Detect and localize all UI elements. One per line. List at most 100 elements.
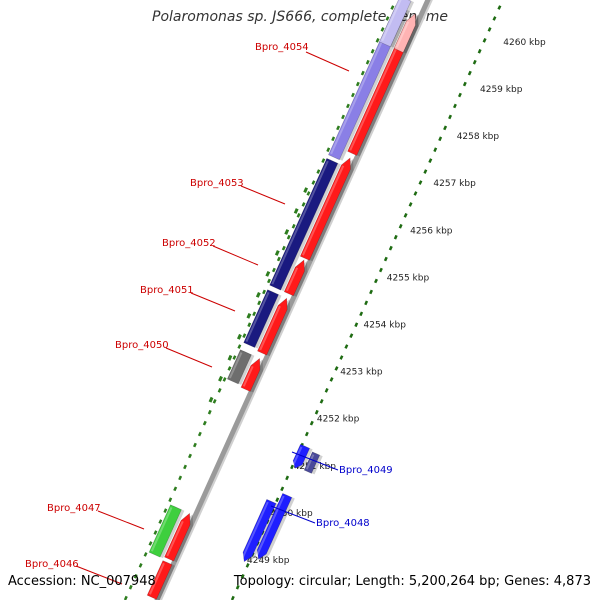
cds-red-bottom bbox=[146, 560, 173, 600]
cds-blue-4048b bbox=[256, 493, 293, 560]
tick-dot bbox=[385, 16, 390, 21]
ruler-tick-label: 4249 kbp bbox=[247, 556, 290, 566]
tick-dot bbox=[291, 223, 296, 229]
cds-red-4054-highlight bbox=[349, 21, 410, 151]
tick-dot bbox=[403, 213, 408, 218]
tick-dot bbox=[379, 267, 383, 273]
tick-dot bbox=[321, 158, 326, 163]
cds-red-4052 bbox=[283, 259, 305, 297]
forward-tick-track bbox=[123, 5, 395, 600]
tick-dot bbox=[193, 442, 197, 448]
ruler-tick-label: 4253 kbp bbox=[340, 368, 383, 378]
tick-dot bbox=[319, 399, 324, 404]
tick-dot bbox=[153, 530, 158, 535]
gene-label-bpro_4046: Bpro_4046 bbox=[25, 559, 123, 585]
cds-slate-4049b-highlight bbox=[305, 454, 315, 470]
ruler-tick-label: 4258 kbp bbox=[457, 132, 500, 142]
tick-dot bbox=[202, 420, 207, 426]
tick-dot bbox=[296, 213, 301, 218]
tick-dot bbox=[303, 187, 308, 193]
tick-dot bbox=[354, 322, 359, 328]
ruler-tick-label: 4256 kbp bbox=[410, 226, 453, 236]
tick-dot bbox=[257, 300, 262, 306]
tick-dot bbox=[339, 355, 344, 360]
tick-dot bbox=[355, 81, 360, 87]
tick-dot bbox=[329, 377, 334, 382]
tick-dot bbox=[188, 453, 192, 459]
gene-label-bpro_4050: Bpro_4050 bbox=[115, 340, 213, 368]
tick-dot bbox=[309, 420, 314, 426]
leader-line bbox=[270, 505, 316, 524]
tick-dot bbox=[163, 508, 168, 513]
tick-dot bbox=[280, 486, 285, 492]
tick-dot bbox=[128, 584, 133, 590]
tick-dot bbox=[168, 497, 173, 503]
ruler-tick-label: 4259 kbp bbox=[480, 85, 523, 95]
tick-dot bbox=[301, 202, 306, 207]
tick-dot bbox=[458, 92, 462, 98]
gene-label-bpro_4053: Bpro_4053 bbox=[190, 178, 286, 205]
tick-dot bbox=[369, 289, 373, 295]
gene-label-text: Bpro_4046 bbox=[25, 559, 79, 570]
gene-label-text: Bpro_4049 bbox=[339, 465, 393, 476]
leader-line bbox=[165, 347, 213, 368]
tick-dot bbox=[316, 169, 321, 174]
tick-dot bbox=[275, 497, 280, 503]
tick-dot bbox=[344, 344, 349, 349]
tick-dot bbox=[380, 27, 385, 32]
tick-dot bbox=[346, 103, 350, 109]
ruler-tick-label: 4252 kbp bbox=[317, 415, 360, 425]
ruler-tick-label: 4260 kbp bbox=[503, 38, 546, 48]
tick-dot bbox=[423, 169, 428, 174]
tick-dot bbox=[281, 245, 286, 251]
tick-dot bbox=[276, 256, 281, 262]
genome-summary: Topology: circular; Length: 5,200,264 bp… bbox=[233, 574, 591, 589]
tick-dot bbox=[448, 114, 452, 120]
backbone-track-shadow bbox=[159, 0, 433, 600]
tick-dot bbox=[183, 464, 187, 470]
tick-dot bbox=[290, 464, 294, 470]
tick-dot bbox=[306, 191, 311, 196]
ruler-tick-label: 4255 kbp bbox=[387, 273, 430, 283]
tick-dot bbox=[393, 234, 398, 240]
ruler-tick-label: 4254 kbp bbox=[364, 321, 407, 331]
tick-dot bbox=[230, 595, 235, 600]
cds-red-4047-highlight bbox=[166, 520, 184, 557]
tick-dot bbox=[138, 563, 143, 568]
tick-dot bbox=[433, 147, 438, 153]
cds-red-top-fade-highlight bbox=[395, 21, 410, 48]
tick-dot bbox=[227, 354, 233, 361]
ruler-tick-label: 4257 kbp bbox=[433, 179, 476, 189]
tick-dot bbox=[212, 399, 217, 404]
tick-dot bbox=[207, 409, 212, 415]
tick-dot bbox=[247, 322, 252, 328]
tick-dot bbox=[286, 234, 291, 240]
backbone-track bbox=[154, 0, 432, 600]
tick-dot bbox=[388, 245, 393, 251]
tick-dot bbox=[311, 180, 316, 185]
cds-red-4053-highlight bbox=[302, 165, 345, 256]
gene-label-bpro_4047: Bpro_4047 bbox=[47, 503, 145, 530]
tick-dot bbox=[370, 48, 375, 54]
cds-red-bottom-highlight bbox=[149, 562, 165, 595]
tick-dot bbox=[285, 475, 290, 481]
tick-dot bbox=[497, 5, 502, 10]
cds-blue-4049a-highlight bbox=[292, 446, 303, 466]
tick-dot bbox=[487, 27, 492, 32]
cds-red-4051-highlight bbox=[259, 305, 281, 351]
tick-dot bbox=[293, 208, 299, 214]
gene-label-text: Bpro_4051 bbox=[140, 285, 194, 296]
tick-dot bbox=[390, 5, 395, 10]
tick-dot bbox=[359, 311, 364, 317]
tick-dot bbox=[197, 431, 202, 437]
tick-dot bbox=[398, 223, 403, 229]
tick-dot bbox=[334, 366, 339, 371]
gene-label-bpro_4054: Bpro_4054 bbox=[255, 42, 350, 72]
tick-dot bbox=[364, 300, 369, 306]
tick-dot bbox=[242, 333, 247, 338]
leader-line bbox=[240, 185, 286, 205]
tick-dot bbox=[148, 541, 153, 546]
tick-dot bbox=[482, 38, 487, 43]
cds-slate-4049b bbox=[303, 451, 321, 474]
tick-dot bbox=[467, 70, 472, 76]
